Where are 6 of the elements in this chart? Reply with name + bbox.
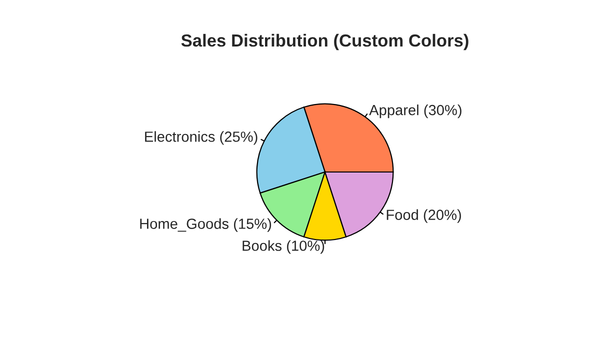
slice-label: Books (10%) (242, 240, 324, 254)
slice-label: Electronics (25%) (145, 131, 258, 145)
slice-label: Apparel (30%) (369, 104, 462, 118)
slice-label: Home_Goods (15%) (140, 218, 272, 232)
chart-title: Sales Distribution (Custom Colors) (181, 34, 468, 50)
slice-label: Food (20%) (386, 209, 461, 223)
